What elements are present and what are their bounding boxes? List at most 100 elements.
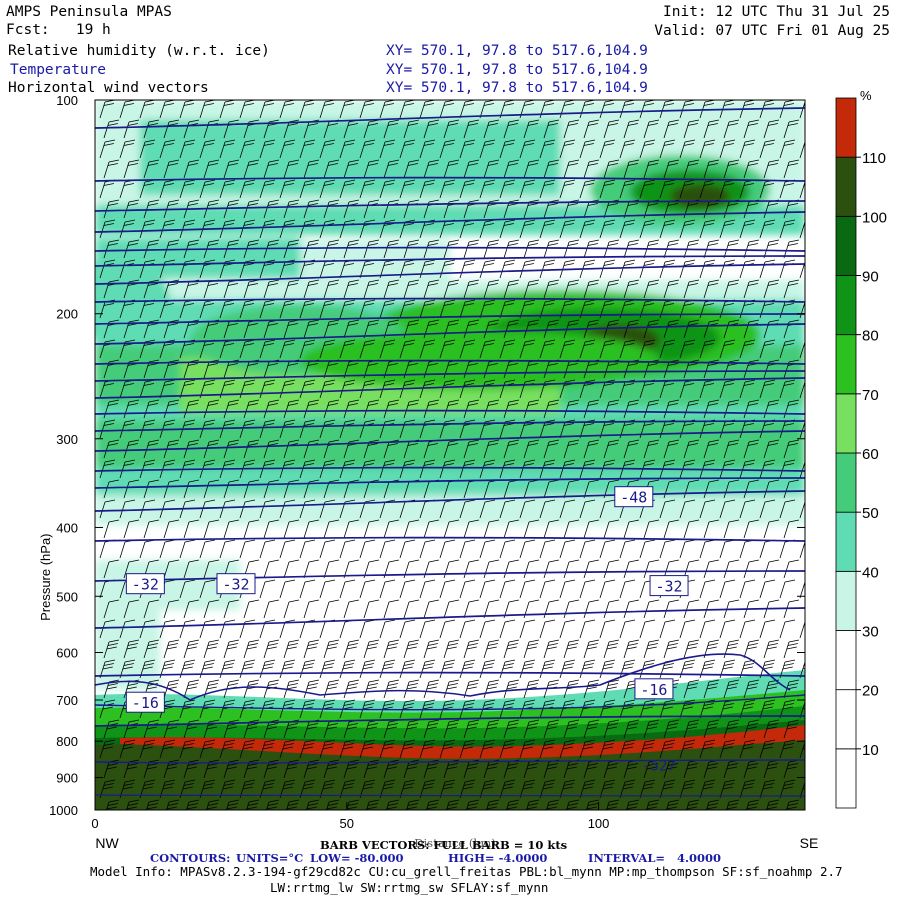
wind-barb: [463, 639, 480, 659]
barb-flag: [683, 183, 694, 186]
barb-flag: [567, 363, 578, 366]
barb-staff: [679, 221, 686, 239]
barb-flag: [688, 279, 700, 283]
barb-flag: [368, 599, 380, 603]
barb-flag: [187, 643, 198, 646]
barb-flag: [722, 746, 733, 750]
barb-flag: [142, 666, 153, 670]
barb-staff: [439, 301, 446, 319]
barb-flag: [287, 763, 298, 766]
barb-flag: [768, 279, 780, 283]
barb-staff: [783, 481, 790, 499]
barb-staff: [399, 581, 406, 599]
barb-flag: [107, 683, 118, 686]
barb-flag: [584, 579, 596, 583]
barb-flag: [203, 303, 214, 306]
barb-flag: [628, 279, 640, 283]
barb-flag: [244, 179, 256, 183]
wind-barb: [163, 519, 180, 539]
barb-flag: [287, 403, 298, 406]
wind-barb: [519, 659, 536, 679]
wind-barb: [183, 519, 200, 539]
barb-flag: [263, 743, 274, 746]
barb-staff: [663, 521, 670, 539]
barb-staff: [583, 401, 590, 419]
wind-barb: [343, 319, 360, 339]
barb-flag: [348, 399, 360, 403]
barb-flag: [464, 459, 476, 463]
barb-staff: [143, 481, 150, 499]
barb-staff: [763, 441, 770, 459]
barb-flag: [423, 183, 434, 186]
barb-staff: [699, 341, 706, 359]
wind-barb: [699, 339, 716, 359]
barb-staff: [723, 441, 730, 459]
barb-staff: [559, 701, 566, 719]
barb-staff: [379, 181, 386, 199]
barb-staff: [643, 641, 650, 659]
barb-staff: [723, 681, 730, 699]
barb-flag: [462, 786, 473, 790]
barb-flag: [583, 663, 594, 666]
barb-flag: [547, 643, 558, 646]
barb-staff: [483, 761, 490, 779]
wind-barb: [399, 459, 416, 479]
barb-flag: [647, 163, 658, 166]
barb-flag: [644, 779, 656, 783]
barb-flag: [788, 599, 800, 603]
barb-flag: [528, 119, 540, 123]
barb-flag: [404, 579, 416, 583]
barb-flag: [288, 679, 300, 683]
barb-flag: [223, 223, 234, 226]
wind-barb: [423, 119, 440, 139]
barb-flag: [467, 643, 478, 646]
barb-flag: [708, 119, 720, 123]
barb-flag: [427, 763, 438, 766]
barb-flag: [683, 423, 694, 426]
barb-flag: [407, 683, 418, 686]
wind-barb: [559, 179, 576, 199]
barb-flag: [623, 343, 634, 346]
barb-staff: [323, 521, 330, 539]
barb-staff: [319, 621, 326, 639]
barb-flag: [488, 439, 500, 443]
barb-flag: [743, 343, 754, 346]
barb-flag: [688, 119, 700, 123]
barb-staff: [779, 421, 786, 439]
barb-flag: [508, 439, 520, 443]
barb-flag: [243, 743, 254, 746]
barb-staff: [183, 641, 190, 659]
wind-barb: [383, 599, 400, 619]
barb-flag: [763, 103, 774, 106]
barb-flag: [468, 399, 480, 403]
barb-flag: [162, 786, 173, 790]
barb-staff: [739, 621, 746, 639]
barb-flag: [408, 519, 420, 523]
wind-barb: [383, 639, 400, 659]
barb-flag: [388, 199, 400, 203]
barb-flag: [584, 299, 596, 303]
barb-staff: [303, 321, 310, 339]
barb-flag: [748, 359, 760, 363]
wind-barb: [139, 739, 156, 759]
barb-staff: [719, 741, 726, 759]
barb-flag: [467, 163, 478, 166]
barb-flag: [766, 646, 777, 650]
barb-flag: [664, 339, 676, 343]
barb-flag: [323, 783, 334, 786]
barb-staff: [359, 541, 366, 559]
barb-flag: [267, 283, 278, 286]
barb-staff: [699, 741, 706, 759]
barb-flag: [463, 343, 474, 346]
barb-flag: [708, 359, 720, 363]
barb-staff: [419, 661, 426, 679]
barb-staff: [499, 141, 506, 159]
barb-staff: [759, 621, 766, 639]
barb-staff: [459, 501, 466, 519]
barb-flag: [347, 283, 358, 286]
barb-staff: [279, 621, 286, 639]
barb-flag: [308, 239, 320, 243]
barb-flag: [347, 323, 358, 326]
barb-flag: [783, 703, 794, 706]
barb-flag: [323, 263, 334, 266]
